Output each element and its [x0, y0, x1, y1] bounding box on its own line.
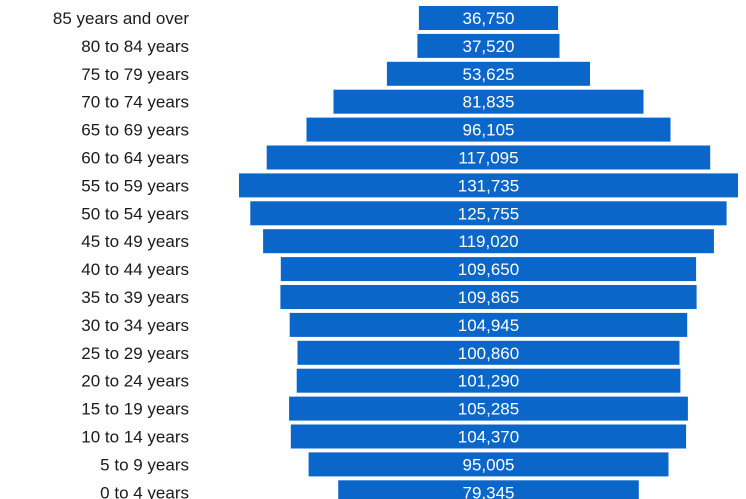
category-label: 75 to 79 years [81, 65, 189, 84]
bar-6 [239, 173, 738, 198]
category-label: 55 to 59 years [81, 176, 189, 195]
value-label: 131,735 [458, 176, 519, 195]
category-label: 80 to 84 years [81, 37, 189, 56]
value-label: 101,290 [458, 372, 519, 391]
category-label: 65 to 69 years [81, 121, 189, 140]
bar-5 [266, 145, 711, 170]
value-label: 37,520 [463, 37, 515, 56]
bar-3 [333, 89, 644, 114]
value-label: 105,285 [458, 400, 519, 419]
category-label: 45 to 49 years [81, 232, 189, 251]
category-label: 30 to 34 years [81, 316, 189, 335]
bar-7 [250, 201, 727, 226]
bar-16 [308, 452, 669, 477]
value-label: 109,650 [458, 260, 519, 279]
value-label: 79,345 [463, 483, 515, 499]
value-label: 100,860 [458, 344, 519, 363]
bars-group [239, 6, 738, 499]
category-label: 85 years and over [53, 9, 189, 28]
category-label: 5 to 9 years [100, 455, 189, 474]
value-label: 109,865 [458, 288, 519, 307]
category-label: 0 to 4 years [100, 483, 189, 499]
value-label: 117,095 [458, 149, 518, 168]
bar-13 [296, 368, 681, 393]
category-label: 15 to 19 years [81, 400, 189, 419]
category-label: 25 to 29 years [81, 344, 189, 363]
bar-0 [418, 6, 559, 30]
bar-15 [290, 424, 687, 449]
value-labels-group: 36,750 37,520 53,625 81,835 96,105 117,095 131… [458, 9, 519, 499]
bar-2 [386, 61, 590, 86]
category-label: 50 to 54 years [81, 204, 189, 223]
bar-9 [280, 257, 697, 282]
value-label: 96,105 [463, 121, 515, 140]
value-label: 95,005 [463, 455, 515, 474]
bar-17 [338, 480, 639, 499]
bar-4 [306, 117, 671, 142]
category-label: 20 to 24 years [81, 372, 189, 391]
value-label: 81,835 [463, 93, 515, 112]
bar-11 [289, 312, 688, 337]
category-label: 10 to 14 years [81, 428, 189, 447]
bar-8 [263, 229, 714, 254]
category-labels-group: 85 years and over 80 to 84 years 75 to 79 … [53, 9, 189, 499]
value-label: 119,020 [458, 232, 518, 251]
category-label: 40 to 44 years [81, 260, 189, 279]
value-label: 53,625 [463, 65, 515, 84]
value-label: 104,370 [458, 428, 519, 447]
bar-12 [297, 340, 680, 365]
category-label: 35 to 39 years [81, 288, 189, 307]
value-label: 125,755 [458, 204, 519, 223]
category-label: 60 to 64 years [81, 149, 189, 168]
value-label: 36,750 [463, 9, 515, 28]
bar-1 [417, 33, 560, 58]
bar-14 [289, 396, 688, 421]
category-label: 70 to 74 years [81, 93, 189, 112]
value-label: 104,945 [458, 316, 519, 335]
bar-10 [280, 285, 697, 309]
